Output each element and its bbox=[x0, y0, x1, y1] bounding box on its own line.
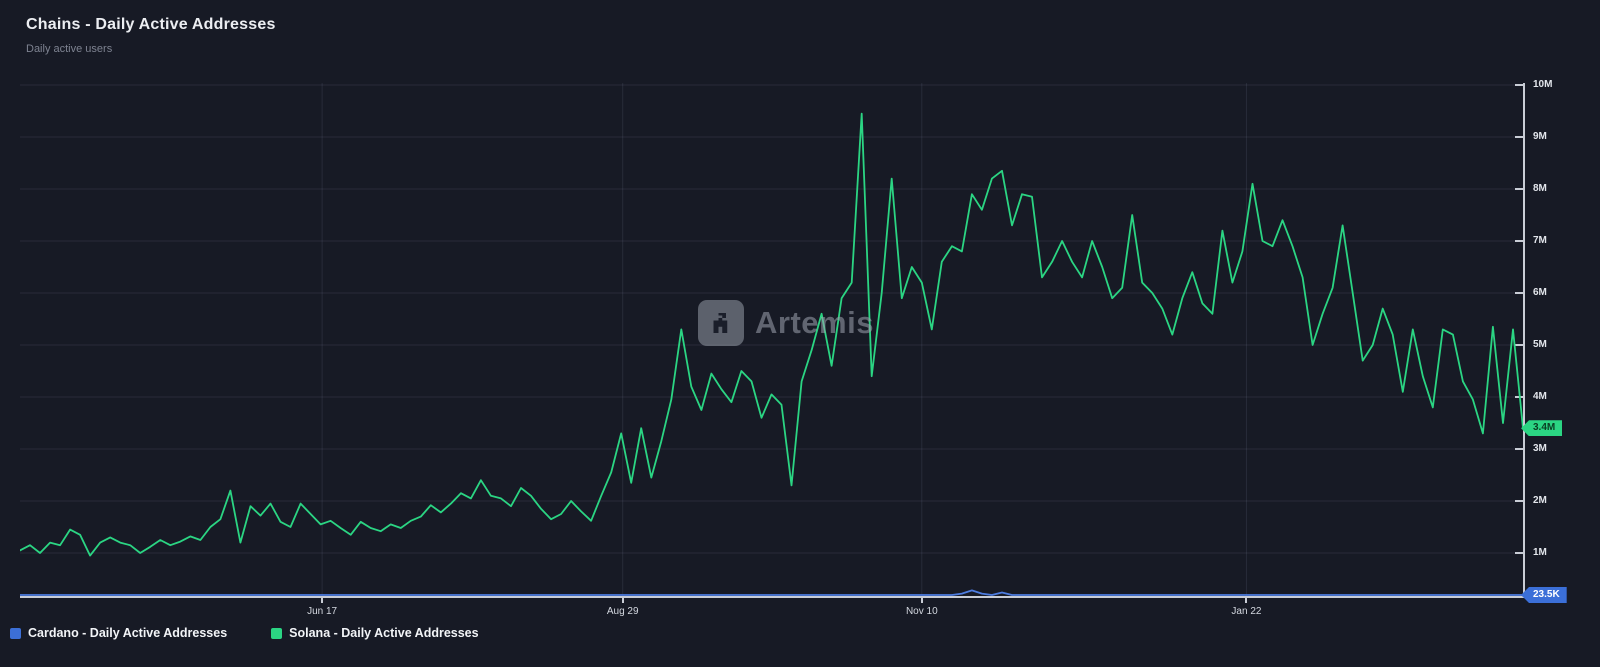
solana-latest-value-badge: 3.4M bbox=[1521, 420, 1563, 437]
cardano-legend-swatch-icon bbox=[10, 627, 21, 639]
chart-legend: Cardano - Daily Active Addresses Solana … bbox=[10, 626, 523, 640]
page-title: Chains - Daily Active Addresses bbox=[26, 16, 276, 33]
x-tick-mark bbox=[621, 597, 624, 603]
legend-item-cardano[interactable]: Cardano - Daily Active Addresses bbox=[10, 626, 227, 640]
x-tick-label: Nov 10 bbox=[905, 606, 938, 617]
x-axis-labels: Jun 17 Aug 29 Nov 10 Jan 22 bbox=[20, 597, 1523, 627]
y-tick-label: 8M bbox=[1533, 183, 1547, 194]
x-tick-mark bbox=[1245, 597, 1248, 603]
y-tick-label: 5M bbox=[1533, 339, 1547, 350]
artemis-watermark: Artemis bbox=[698, 300, 874, 346]
y-tick-label: 6M bbox=[1533, 287, 1547, 298]
x-tick-label: Jun 17 bbox=[307, 606, 338, 617]
solana-legend-swatch-icon bbox=[271, 627, 283, 639]
x-axis-line bbox=[20, 596, 1524, 598]
chart-plot-area[interactable] bbox=[20, 83, 1523, 597]
solana-legend-label: Solana - Daily Active Addresses bbox=[289, 626, 479, 640]
solana-line-series[interactable] bbox=[20, 112, 1523, 557]
x-tick-mark bbox=[920, 597, 923, 603]
cardano-latest-value-badge: 23.5K bbox=[1521, 587, 1567, 603]
x-tick-label: Aug 29 bbox=[606, 606, 639, 617]
y-axis-labels: 1M 2M 3M 4M 5M 6M 7M 8M 9M 10M bbox=[1533, 79, 1593, 597]
y-tick-label: 7M bbox=[1533, 235, 1547, 246]
legend-item-solana[interactable]: Solana - Daily Active Addresses bbox=[271, 626, 479, 640]
page-subtitle: Daily active users bbox=[26, 43, 113, 55]
y-tick-label: 3M bbox=[1533, 443, 1547, 454]
artemis-watermark-text: Artemis bbox=[755, 305, 874, 340]
line-chart[interactable] bbox=[20, 83, 1523, 597]
cardano-legend-label: Cardano - Daily Active Addresses bbox=[28, 626, 228, 640]
y-axis-line bbox=[1523, 83, 1525, 598]
y-tick-label: 9M bbox=[1533, 131, 1547, 142]
x-tick-label: Jan 22 bbox=[1231, 606, 1262, 617]
cardano-line-series[interactable] bbox=[20, 589, 1523, 596]
artemis-logo-icon bbox=[698, 300, 744, 346]
y-tick-label: 2M bbox=[1533, 495, 1547, 506]
x-tick-mark bbox=[321, 597, 324, 603]
y-tick-label: 4M bbox=[1533, 391, 1547, 402]
y-tick-label: 10M bbox=[1533, 79, 1553, 90]
chart-header: Chains - Daily Active Addresses Daily ac… bbox=[26, 16, 276, 55]
y-tick-label: 1M bbox=[1533, 547, 1547, 558]
